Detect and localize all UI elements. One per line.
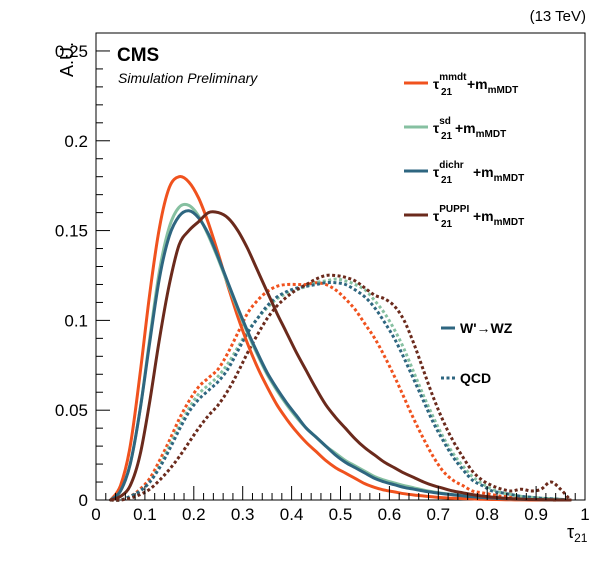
process-legend-label: W'→WZ: [460, 320, 513, 336]
y-tick-label: 0.2: [64, 132, 88, 151]
y-tick-label: 0.25: [55, 42, 88, 61]
x-tick-label: 1: [580, 505, 589, 524]
series-line-qcd-4: [110, 281, 571, 502]
y-tick-label: 0.05: [55, 401, 88, 420]
legend-entry-label: τmmdt 21+mmMDT: [433, 72, 518, 98]
x-tick-label: 0.8: [475, 505, 499, 524]
subtitle-label: Simulation Preliminary: [118, 70, 258, 86]
axes: 0 0.1 0.2 0.3 0.4 0.5 0.6 0.7 0.8 0.9 1 0 0.05 0.1 0.1…: [55, 32, 590, 524]
y-tick-label: 0.15: [55, 222, 88, 241]
x-tick-label: 0.4: [280, 505, 304, 524]
x-tick-label: 0.5: [329, 505, 353, 524]
experiment-label: CMS: [117, 45, 159, 66]
energy-label: (13 TeV): [530, 8, 586, 25]
plot-frame: [95, 32, 586, 501]
y-tick-label: 0: [79, 491, 88, 510]
series-line-qcd-6: [110, 280, 571, 502]
x-axis-title: τ21: [567, 522, 588, 545]
y-axis-title: A.U.: [57, 42, 77, 77]
x-tick-label: 0.1: [133, 505, 157, 524]
legend-entry-label: τsd 21+mmMDT: [433, 116, 506, 142]
x-tick-label: 0.6: [378, 505, 402, 524]
x-tick-label: 0.2: [182, 505, 206, 524]
legend-entry-label: τdichr 21+mmMDT: [433, 160, 524, 186]
process-legend-label: QCD: [460, 370, 491, 386]
curves: [109, 175, 572, 502]
series-line-signal-3: [109, 210, 572, 502]
x-tick-label: 0.7: [426, 505, 450, 524]
series-line-qcd-7: [110, 273, 572, 502]
legend: τmmdt 21+mmMDT τsd 21+mmMDT τdichr 21+mmMDT τP…: [404, 72, 524, 386]
series-line-qcd-5: [110, 277, 571, 502]
y-tick-label: 0.1: [64, 311, 88, 330]
series-line-signal-1: [109, 202, 572, 502]
x-tick-label: 0: [91, 505, 100, 524]
plot-frame-rect: [95, 32, 586, 501]
x-tick-label: 0.3: [231, 505, 255, 524]
x-tick-label: 0.9: [524, 505, 548, 524]
legend-entry-label: τPUPPI 21+mmMDT: [433, 204, 524, 230]
